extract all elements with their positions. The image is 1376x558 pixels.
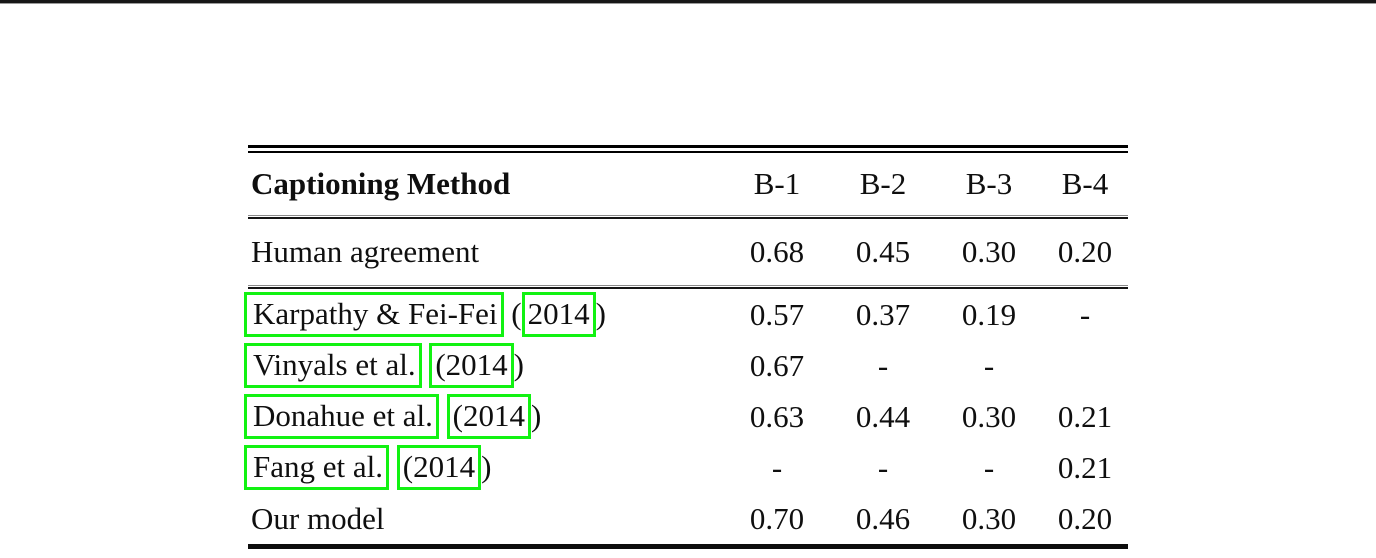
page-top-border: [0, 0, 1376, 4]
row-method-label: Vinyals et al. (2014): [244, 342, 724, 389]
citation-year-link[interactable]: 2014: [521, 291, 596, 338]
citation-year-link[interactable]: (2014: [446, 393, 531, 440]
header-divider-rule: [248, 215, 1128, 219]
citation-year-link[interactable]: (2014: [429, 342, 514, 389]
score-cell: 0.63: [749, 398, 805, 434]
citation-author-link[interactable]: Fang et al.: [244, 444, 389, 491]
score-cell: 0.57: [749, 296, 805, 332]
score-cell: 0.19: [961, 296, 1017, 332]
table-row: Vinyals et al. (2014) 0.67 - -: [244, 340, 1128, 391]
citation-author-link[interactable]: Karpathy & Fei-Fei: [244, 291, 504, 338]
score-cell: -: [1079, 296, 1091, 332]
citation-text: ): [513, 346, 524, 382]
citation-text: [422, 347, 430, 382]
row-method-label: Donahue et al. (2014): [244, 393, 724, 440]
score-cell: 0.30: [961, 234, 1017, 269]
score-cell: 0.20: [1057, 500, 1113, 536]
citation-year-link[interactable]: (2014: [396, 444, 482, 491]
citation-text: [439, 398, 447, 433]
score-cell: -: [983, 449, 995, 485]
citation-author-link[interactable]: Donahue et al.: [244, 393, 439, 440]
score-cell: 0.45: [855, 234, 911, 269]
score-cell: 0.21: [1057, 398, 1113, 434]
score-cell: 0.30: [961, 398, 1017, 434]
score-cell: 0.46: [855, 500, 911, 536]
score-cell: -: [771, 449, 783, 485]
score-cell: 0.30: [961, 500, 1017, 536]
results-table: Captioning Method B-1 B-2 B-3 B-4 Human …: [244, 145, 1128, 549]
score-cell: 0.20: [1057, 234, 1113, 269]
table-row: Our model 0.70 0.46 0.30 0.20: [248, 493, 1128, 544]
table-row: Human agreement 0.68 0.45 0.30 0.20: [248, 219, 1128, 285]
column-header-b1: B-1: [753, 166, 801, 201]
score-cell: 0.44: [855, 398, 911, 434]
citation-text: ): [595, 295, 606, 331]
section-divider-rule: [248, 285, 1128, 289]
row-method-label: Karpathy & Fei-Fei (2014): [244, 291, 724, 338]
score-cell: -: [877, 347, 889, 383]
citation-text: ): [530, 397, 542, 433]
column-header-method: Captioning Method: [251, 166, 511, 201]
score-cell: 0.68: [749, 234, 805, 269]
table-top-rule: [248, 145, 1128, 153]
score-cell: 0.67: [749, 347, 805, 383]
row-method-label: Fang et al. (2014): [244, 444, 724, 491]
column-header-b3: B-3: [965, 166, 1013, 201]
table-row: Karpathy & Fei-Fei (2014) 0.57 0.37 0.19…: [244, 289, 1128, 340]
score-cell: -: [877, 449, 889, 485]
citation-text: (: [503, 295, 522, 331]
score-cell: 0.37: [855, 296, 911, 332]
score-cell: -: [983, 347, 995, 383]
row-method-label: Our model: [251, 500, 385, 536]
score-cell: 0.70: [749, 500, 805, 536]
table-bottom-rule: [248, 544, 1128, 549]
table-header-row: Captioning Method B-1 B-2 B-3 B-4: [248, 153, 1128, 215]
citation-text: ): [481, 448, 492, 484]
table-row: Fang et al. (2014) - - - 0.21: [244, 442, 1128, 493]
column-header-b4: B-4: [1061, 166, 1109, 201]
column-header-b2: B-2: [859, 166, 907, 201]
score-cell: 0.21: [1057, 449, 1113, 485]
citation-author-link[interactable]: Vinyals et al.: [244, 342, 422, 389]
row-method-label: Human agreement: [251, 234, 480, 269]
citation-text: [389, 449, 397, 484]
table-row: Donahue et al. (2014) 0.63 0.44 0.30 0.2…: [244, 391, 1128, 442]
